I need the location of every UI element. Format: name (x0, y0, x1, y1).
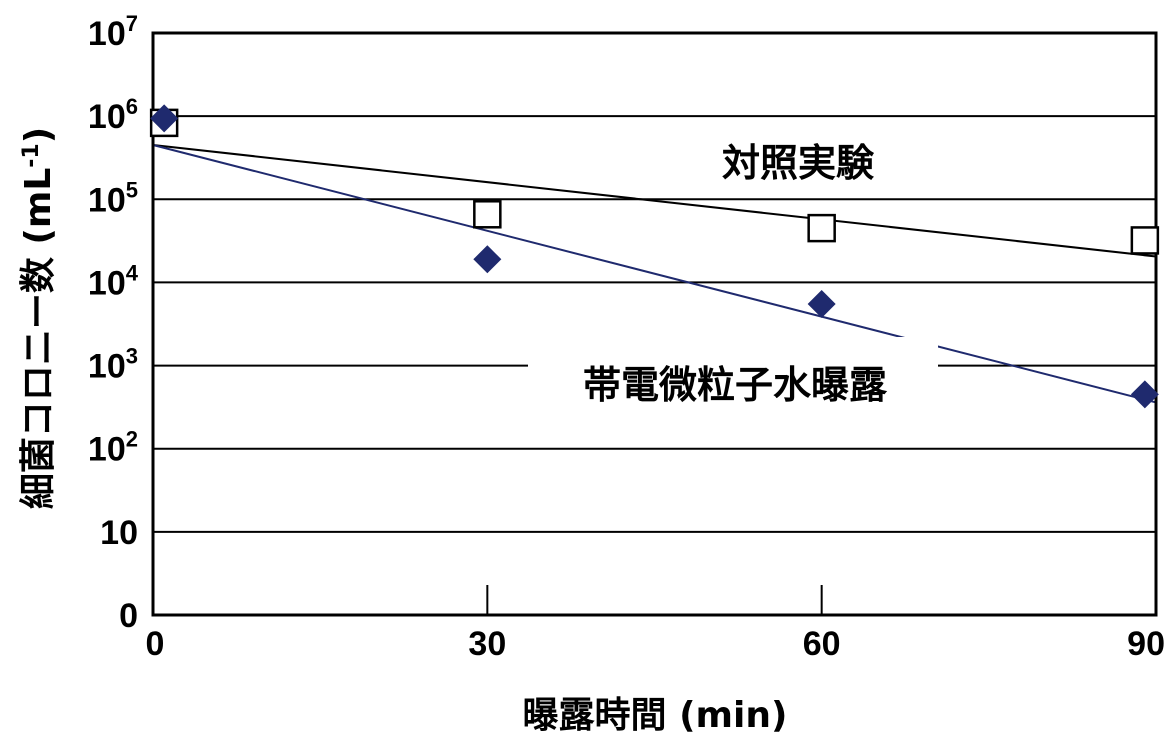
y-tick-exponent: 2 (126, 427, 138, 452)
y-tick-label: 104 (88, 260, 139, 302)
y-tick-base: 10 (88, 431, 126, 469)
treated-point (807, 290, 836, 319)
y-tick-base: 10 (88, 15, 126, 53)
y-tick-label: 105 (88, 177, 138, 219)
control-point (473, 200, 502, 229)
treated-point (473, 245, 502, 274)
x-tick-marks (486, 585, 823, 615)
y-tick-label: 103 (88, 344, 138, 386)
control-point (807, 213, 836, 243)
y-tick-base: 10 (88, 264, 126, 302)
annotation-background (528, 337, 938, 397)
y-tick-exponent: 5 (126, 177, 138, 202)
trend-line (152, 143, 1157, 258)
y-axis-title-base: 細菌コロニー数 (mL (18, 168, 59, 509)
y-tick-exponent: 3 (126, 344, 138, 369)
y-tick-label: 102 (88, 427, 138, 469)
y-tick-label: 106 (88, 94, 138, 136)
plot-frame (151, 31, 1158, 617)
data-markers (149, 104, 1160, 409)
annotation-control: 対照実験 (722, 141, 875, 185)
grid-lines (153, 115, 1156, 533)
y-tick-base: 10 (88, 181, 126, 219)
x-tick-label: 60 (803, 625, 841, 663)
y-tick-base: 10 (88, 98, 126, 136)
y-axis-title-exp: -1 (19, 143, 44, 167)
annotation-treated: 帯電微粒子水曝露 (583, 363, 888, 407)
treated-point (1130, 380, 1159, 409)
treated-point (150, 104, 179, 133)
y-tick-label: 107 (88, 11, 138, 53)
y-tick-exponent: 4 (126, 260, 139, 285)
y-tick-exponent: 7 (126, 11, 138, 36)
y-tick-label: 0 (119, 597, 138, 635)
x-tick-label: 90 (1127, 625, 1165, 663)
y-axis-title-close: ) (18, 127, 59, 143)
axes (151, 31, 1158, 617)
trend-line (152, 144, 1157, 404)
y-axis-title: 細菌コロニー数 (mL-1) (18, 127, 59, 509)
control-point (1130, 226, 1160, 255)
y-tick-base: 10 (88, 348, 126, 386)
y-tick-label: 10 (100, 514, 138, 552)
x-tick-label: 30 (468, 625, 506, 663)
x-tick-label: 0 (146, 625, 165, 663)
y-tick-base: 10 (100, 514, 138, 552)
x-tick-labels: 0 30 60 90 (146, 625, 1165, 663)
trend-lines (152, 143, 1157, 404)
y-tick-base: 0 (119, 597, 138, 635)
x-axis-title: 曝露時間 (min) (523, 695, 788, 735)
y-tick-exponent: 6 (126, 94, 138, 119)
